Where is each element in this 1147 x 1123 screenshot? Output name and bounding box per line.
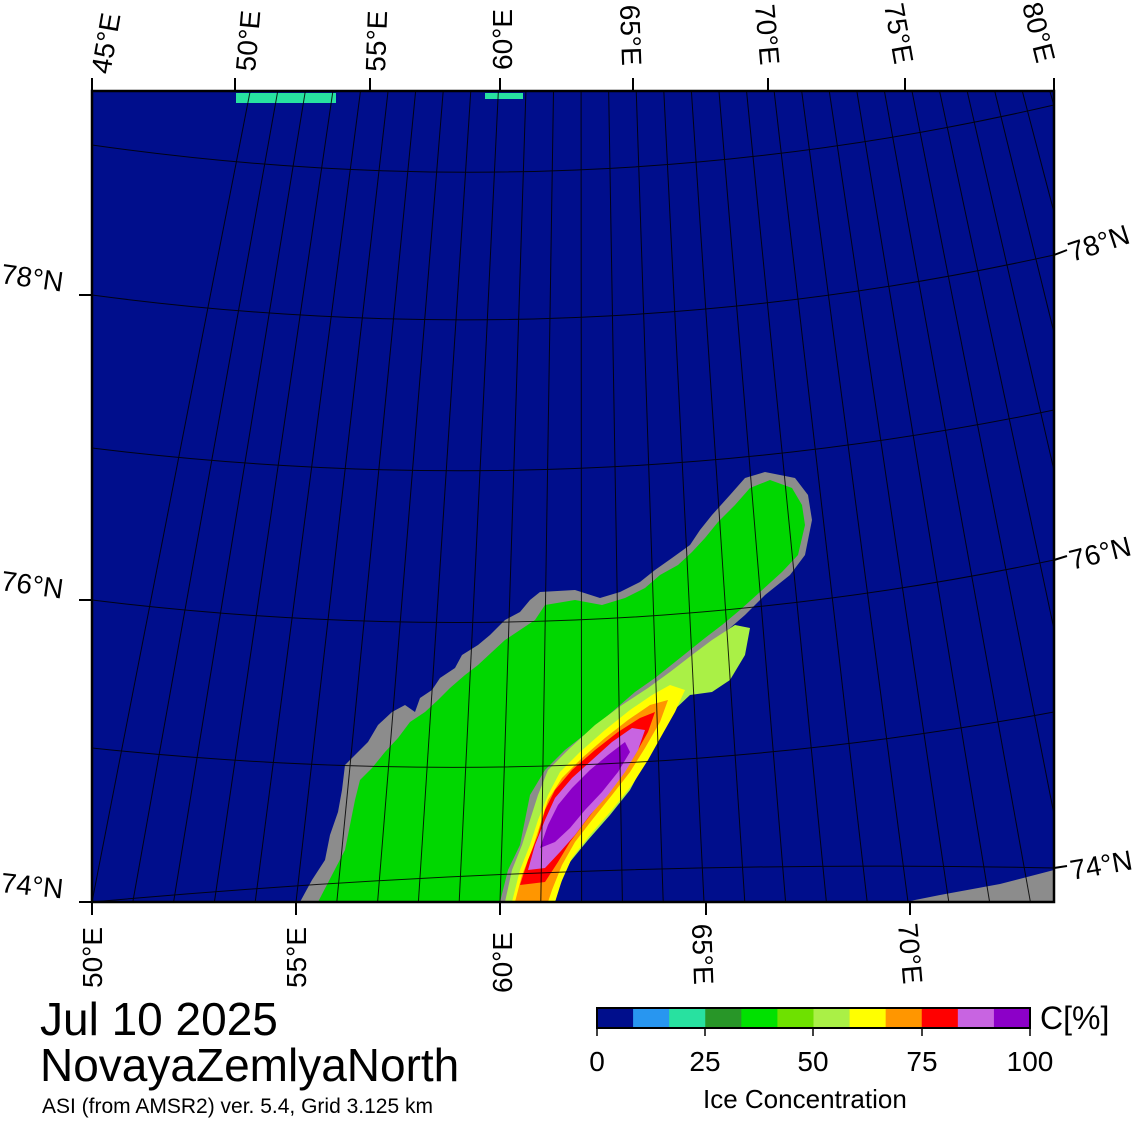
top-lon-label: 70°E	[749, 3, 785, 67]
right-lat-label: 74°N	[1068, 845, 1135, 886]
meridian-line	[213, 91, 334, 902]
region-label: NovayaZemlyaNorth	[40, 1039, 460, 1091]
meridian-line	[92, 91, 251, 902]
ice-patch-north-1	[236, 93, 336, 103]
parallel-78N	[92, 254, 1054, 321]
colorbar-tick-label: 100	[1006, 1046, 1054, 1077]
bottom-lon-label: 55°E	[281, 927, 312, 988]
meridian-line	[1077, 91, 1147, 902]
meridian-line	[336, 91, 417, 902]
left-lat-labels: 78°N 76°N 74°N	[0, 258, 65, 904]
colorbar-box	[813, 1008, 851, 1028]
colorbar-box	[777, 1008, 814, 1028]
source-label: ASI (from AMSR2) ver. 5.4, Grid 3.125 km	[42, 1095, 433, 1118]
bottom-lon-label: 60°E	[487, 932, 518, 993]
top-lon-label: 65°E	[614, 4, 647, 66]
ice-core-purple	[540, 742, 630, 848]
colorbar-box	[633, 1008, 670, 1028]
left-lat-label: 76°N	[0, 565, 65, 604]
colorbar-tick-label: 25	[689, 1046, 721, 1077]
meridian-line	[828, 91, 950, 902]
meridian-line	[635, 91, 664, 902]
top-lon-label: 50°E	[230, 9, 266, 73]
meridian-line	[499, 91, 527, 902]
left-lat-label: 78°N	[0, 258, 65, 297]
meridian-line	[690, 91, 746, 902]
meridian-line	[458, 91, 499, 902]
meridian-line	[663, 91, 705, 902]
colorbar-box	[993, 1008, 1031, 1028]
meridian-line	[377, 91, 444, 902]
bottom-lon-label: 70°E	[892, 922, 928, 986]
map-frame	[90, 89, 1056, 904]
top-lon-labels: 45°E 50°E 55°E 60°E 65°E 70°E 75°E 80°E	[85, 0, 1061, 76]
colorbar-ticks	[596, 1028, 1031, 1036]
parallel-79N	[92, 104, 1054, 173]
frame-ticks	[79, 78, 1068, 915]
colorbar-box	[705, 1008, 742, 1028]
island-land	[318, 480, 805, 902]
graticule	[92, 91, 1147, 902]
right-lat-label: 76°N	[1066, 531, 1134, 576]
parallel-76N	[92, 559, 1054, 623]
top-lon-label: 80°E	[1016, 0, 1061, 66]
colorbar-box	[741, 1008, 778, 1028]
meridian-line	[1133, 91, 1147, 902]
colorbar-title: Ice Concentration	[703, 1084, 907, 1114]
left-lat-label: 74°N	[0, 867, 65, 904]
parallel-77N	[92, 409, 1054, 472]
parallel-74N	[92, 865, 1054, 902]
colorbar-box	[885, 1008, 923, 1028]
top-lon-label: 45°E	[85, 11, 126, 76]
top-lon-label: 60°E	[487, 9, 518, 70]
colorbar-tick-label: 50	[797, 1046, 829, 1077]
meridian-line	[254, 91, 361, 902]
colorbar	[597, 1008, 1031, 1028]
meridian-line	[966, 91, 1054, 473]
meridian-line	[801, 91, 909, 902]
meridian-line	[773, 91, 868, 902]
meridian-line	[1105, 91, 1147, 902]
meridian-line	[1049, 91, 1054, 108]
meridian-line	[856, 91, 991, 902]
date-label: Jul 10 2025	[40, 993, 278, 1045]
meridian-line	[540, 91, 555, 902]
meridian-line	[994, 91, 1054, 335]
meridian-line	[883, 91, 1031, 902]
right-lat-label: 78°N	[1064, 219, 1133, 268]
colorbar-box	[669, 1008, 706, 1028]
colorbar-box	[957, 1008, 995, 1028]
top-lon-label: 55°E	[360, 10, 393, 72]
meridian-line	[746, 91, 827, 902]
bottom-lon-labels: 50°E 55°E 60°E 65°E 70°E	[77, 922, 928, 993]
bottom-lon-label: 65°E	[686, 923, 719, 985]
mainland-coast	[905, 870, 1054, 902]
colorbar-tick-label: 0	[589, 1046, 605, 1077]
colorbar-box	[597, 1008, 634, 1028]
meridian-line	[417, 91, 472, 902]
meridian-line	[718, 91, 787, 902]
meridian-line	[580, 91, 583, 902]
bottom-lon-label: 50°E	[77, 927, 108, 988]
top-lon-label: 75°E	[878, 1, 919, 66]
meridian-line	[132, 91, 279, 902]
right-lat-labels: 78°N 76°N 74°N	[1064, 219, 1134, 886]
meridian-line	[939, 91, 1054, 632]
meridian-line	[295, 91, 389, 902]
parallel-75N	[92, 711, 1054, 768]
colorbar-box	[921, 1008, 959, 1028]
colorbar-unit-label: C[%]	[1040, 1000, 1110, 1036]
meridian-line	[608, 91, 623, 902]
colorbar-tick-label: 75	[906, 1046, 938, 1077]
meridian-line	[911, 91, 1054, 817]
ice-patch-north-2	[485, 93, 523, 99]
meridian-line	[173, 91, 306, 902]
colorbar-box	[849, 1008, 887, 1028]
